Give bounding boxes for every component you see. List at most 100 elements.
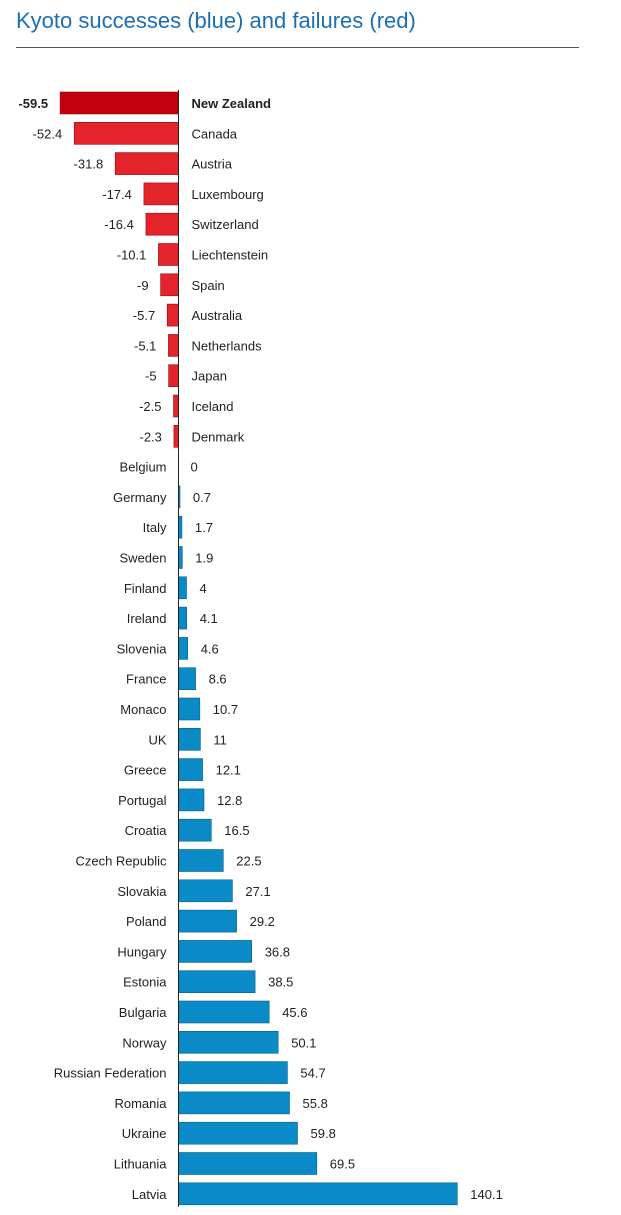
category-label-hungary: Hungary [117, 944, 167, 959]
category-label-australia: Australia [192, 308, 243, 323]
bars-group [59, 91, 458, 1206]
bar-estonia [178, 970, 256, 994]
category-label-estonia: Estonia [123, 975, 167, 990]
bar-canada [73, 122, 179, 145]
value-label-germany: 0.7 [193, 490, 211, 505]
value-label-canada: -52.4 [33, 126, 63, 141]
category-label-netherlands: Netherlands [192, 338, 263, 353]
bar-slovenia [178, 637, 188, 660]
value-label-latvia: 140.1 [470, 1187, 503, 1202]
bar-netherlands [168, 334, 179, 357]
value-label-luxembourg: -17.4 [102, 187, 132, 202]
value-label-monaco: 10.7 [213, 702, 238, 717]
category-label-belgium: Belgium [120, 460, 167, 475]
category-label-iceland: Iceland [192, 399, 234, 414]
value-label-switzerland: -16.4 [104, 217, 134, 232]
value-label-denmark: -2.3 [139, 429, 161, 444]
bar-bulgaria [178, 1000, 270, 1024]
category-label-spain: Spain [192, 278, 225, 293]
category-label-austria: Austria [192, 157, 233, 172]
bar-uk [178, 727, 201, 751]
bar-new-zealand [59, 91, 179, 115]
labels-group: New Zealand -59.5 Canada -52.4 Austria -31.8 L… [18, 96, 502, 1202]
category-label-denmark: Denmark [192, 429, 245, 444]
value-label-australia: -5.7 [133, 308, 155, 323]
bar-iceland [173, 394, 179, 418]
chart-title: Kyoto successes (blue) and failures (red… [16, 8, 416, 33]
value-label-liechtenstein: -10.1 [117, 248, 147, 263]
bar-sweden [178, 546, 183, 569]
bar-denmark [173, 424, 179, 448]
category-label-ireland: Ireland [127, 611, 167, 626]
category-label-slovakia: Slovakia [117, 884, 167, 899]
bar-hungary [178, 940, 252, 963]
bar-finland [178, 576, 187, 600]
bar-austria [114, 152, 179, 175]
category-label-japan: Japan [192, 369, 227, 384]
category-label-russian-federation: Russian Federation [54, 1066, 167, 1081]
category-label-czech-republic: Czech Republic [75, 854, 167, 869]
category-label-norway: Norway [122, 1035, 167, 1050]
value-label-estonia: 38.5 [268, 975, 293, 990]
value-label-lithuania: 69.5 [330, 1157, 355, 1172]
bar-france [178, 667, 196, 691]
value-label-france: 8.6 [209, 672, 227, 687]
category-label-slovenia: Slovenia [117, 641, 168, 656]
value-label-sweden: 1.9 [195, 551, 213, 566]
bar-poland [178, 909, 237, 933]
bar-norway [178, 1031, 279, 1054]
value-label-belgium: 0 [191, 460, 198, 475]
value-label-spain: -9 [137, 278, 149, 293]
value-label-croatia: 16.5 [224, 823, 249, 838]
bar-spain [160, 273, 179, 297]
value-label-finland: 4 [200, 581, 207, 596]
bar-italy [178, 515, 183, 539]
value-label-japan: -5 [145, 369, 157, 384]
category-label-bulgaria: Bulgaria [119, 1005, 167, 1020]
bar-luxembourg [143, 182, 179, 206]
bar-liechtenstein [158, 243, 179, 266]
category-label-switzerland: Switzerland [192, 217, 259, 232]
category-label-sweden: Sweden [120, 551, 167, 566]
bar-monaco [178, 697, 201, 721]
category-label-lithuania: Lithuania [114, 1157, 168, 1172]
category-label-greece: Greece [124, 763, 167, 778]
value-label-russian-federation: 54.7 [300, 1066, 325, 1081]
category-label-uk: UK [148, 732, 166, 747]
bar-russian-federation [178, 1061, 288, 1084]
bar-czech-republic [178, 849, 224, 872]
bar-latvia [178, 1182, 458, 1206]
bar-japan [168, 364, 179, 388]
value-label-bulgaria: 45.6 [282, 1005, 307, 1020]
value-label-poland: 29.2 [250, 914, 275, 929]
category-label-germany: Germany [113, 490, 167, 505]
value-label-hungary: 36.8 [265, 944, 290, 959]
category-label-croatia: Croatia [125, 823, 168, 838]
value-label-uk: 11 [213, 732, 227, 747]
bar-slovakia [178, 879, 233, 903]
category-label-portugal: Portugal [118, 793, 167, 808]
category-label-canada: Canada [192, 126, 238, 141]
value-label-slovenia: 4.6 [201, 641, 219, 656]
value-label-italy: 1.7 [195, 520, 213, 535]
value-label-czech-republic: 22.5 [236, 854, 261, 869]
category-label-romania: Romania [114, 1096, 167, 1111]
category-label-italy: Italy [143, 520, 167, 535]
value-label-ukraine: 59.8 [311, 1126, 336, 1141]
title-rule [16, 47, 579, 48]
category-label-monaco: Monaco [120, 702, 166, 717]
category-label-new-zealand: New Zealand [192, 96, 272, 111]
value-label-iceland: -2.5 [139, 399, 161, 414]
bar-greece [178, 758, 203, 781]
value-label-romania: 55.8 [303, 1096, 328, 1111]
category-label-luxembourg: Luxembourg [192, 187, 264, 202]
value-label-new-zealand: -59.5 [18, 96, 48, 111]
bar-ireland [178, 606, 187, 630]
value-label-greece: 12.1 [216, 763, 241, 778]
value-label-norway: 50.1 [291, 1035, 316, 1050]
category-label-finland: Finland [124, 581, 167, 596]
bar-australia [166, 303, 179, 327]
category-label-liechtenstein: Liechtenstein [192, 248, 269, 263]
value-label-ireland: 4.1 [200, 611, 218, 626]
value-label-portugal: 12.8 [217, 793, 242, 808]
